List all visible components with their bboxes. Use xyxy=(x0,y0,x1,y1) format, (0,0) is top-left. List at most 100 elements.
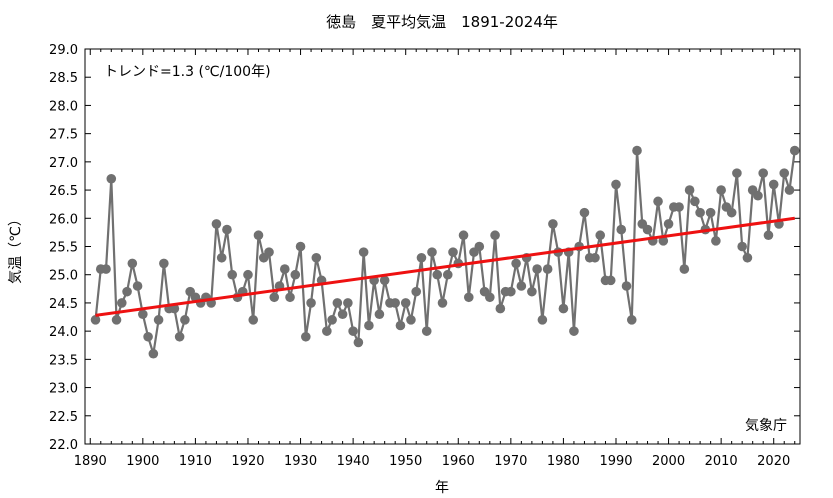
data-point xyxy=(695,207,705,218)
data-point xyxy=(726,207,737,218)
plot-area-frame xyxy=(84,48,801,445)
x-axis-ticks: 1890 1900 1910 1920 1930 1940 1950 1960 1970 1980… xyxy=(74,49,796,469)
data-point xyxy=(716,185,726,195)
data-point xyxy=(527,286,537,297)
data-point xyxy=(301,331,311,342)
data-point xyxy=(779,168,790,178)
data-point xyxy=(442,269,453,280)
data-point xyxy=(658,236,669,246)
data-point xyxy=(101,264,111,274)
data-point xyxy=(653,196,663,207)
data-point xyxy=(153,315,164,325)
data-point xyxy=(216,252,227,263)
data-point xyxy=(390,298,400,308)
data-point xyxy=(458,230,469,241)
x-tick-label: 1930 xyxy=(284,454,317,469)
data-point xyxy=(684,185,695,195)
y-tick-label: 29.0 xyxy=(49,43,78,58)
x-tick-label: 1940 xyxy=(337,454,370,469)
series-line xyxy=(94,149,796,355)
data-point xyxy=(111,315,122,325)
data-point xyxy=(590,252,600,263)
y-tick-label: 24.5 xyxy=(49,297,78,312)
data-point xyxy=(279,264,290,274)
data-point xyxy=(605,275,616,286)
data-point xyxy=(663,219,674,229)
x-tick-label: 1990 xyxy=(599,454,632,469)
data-point xyxy=(532,264,542,274)
data-point xyxy=(322,326,332,336)
y-tick-label: 23.0 xyxy=(49,382,78,397)
data-point xyxy=(579,207,590,218)
data-point xyxy=(348,326,358,336)
data-point xyxy=(180,315,190,325)
x-tick-label: 2010 xyxy=(705,454,738,469)
data-point xyxy=(506,286,516,297)
data-point xyxy=(159,258,169,269)
data-point xyxy=(485,292,495,303)
data-point xyxy=(437,298,448,308)
data-point xyxy=(295,241,306,252)
data-point xyxy=(690,196,700,207)
data-point xyxy=(400,298,411,308)
data-point xyxy=(253,230,264,241)
data-point xyxy=(132,281,143,291)
data-point xyxy=(343,298,353,308)
x-tick-label: 1910 xyxy=(179,454,212,469)
y-tick-label: 28.0 xyxy=(49,99,78,114)
data-point xyxy=(626,315,637,325)
data-point xyxy=(474,241,485,252)
data-point xyxy=(516,281,527,291)
data-point xyxy=(138,309,148,320)
data-point xyxy=(511,258,521,269)
data-point xyxy=(548,219,558,229)
data-point xyxy=(621,281,632,291)
x-tick-label: 1970 xyxy=(494,454,527,469)
data-point xyxy=(243,269,253,280)
data-point xyxy=(537,315,548,325)
data-point xyxy=(642,224,653,235)
y-axis-title: 気温（℃） xyxy=(8,212,24,284)
data-point xyxy=(269,292,280,303)
data-point xyxy=(674,202,684,212)
data-point xyxy=(632,145,642,156)
data-point xyxy=(490,230,500,241)
trend-line-group xyxy=(95,216,795,317)
data-point xyxy=(737,241,747,252)
data-point xyxy=(789,145,800,156)
data-point xyxy=(616,224,627,235)
data-point xyxy=(358,247,369,257)
data-point xyxy=(742,252,753,263)
data-point xyxy=(337,309,348,320)
plot-frame xyxy=(84,48,801,445)
data-point xyxy=(768,179,779,190)
x-tick-label: 1900 xyxy=(126,454,159,469)
data-point xyxy=(753,190,763,201)
data-point xyxy=(122,286,132,297)
data-point xyxy=(595,230,606,241)
data-point xyxy=(542,264,553,274)
y-tick-label: 26.5 xyxy=(49,184,78,199)
chart-title: 徳島 夏平均気温 1891-2024年 xyxy=(326,13,558,31)
data-point xyxy=(353,337,364,348)
data-point xyxy=(264,247,274,257)
data-point xyxy=(427,247,437,257)
data-point xyxy=(558,303,569,314)
data-point xyxy=(290,269,301,280)
data-point xyxy=(679,264,690,274)
data-point xyxy=(758,168,768,178)
y-tick-label: 23.5 xyxy=(49,353,78,368)
trend-annotation: トレンド=1.3 (℃/100年) xyxy=(104,64,271,80)
y-tick-label: 24.0 xyxy=(49,325,78,340)
data-point xyxy=(90,315,101,325)
data-point xyxy=(248,315,259,325)
data-point xyxy=(332,298,343,308)
y-tick-label: 27.0 xyxy=(49,156,78,171)
data-point xyxy=(495,303,506,314)
data-point xyxy=(379,275,390,286)
series-temperature xyxy=(90,145,800,359)
data-point xyxy=(569,326,579,336)
data-point xyxy=(763,230,774,241)
data-point xyxy=(143,331,153,342)
data-point xyxy=(311,252,322,263)
